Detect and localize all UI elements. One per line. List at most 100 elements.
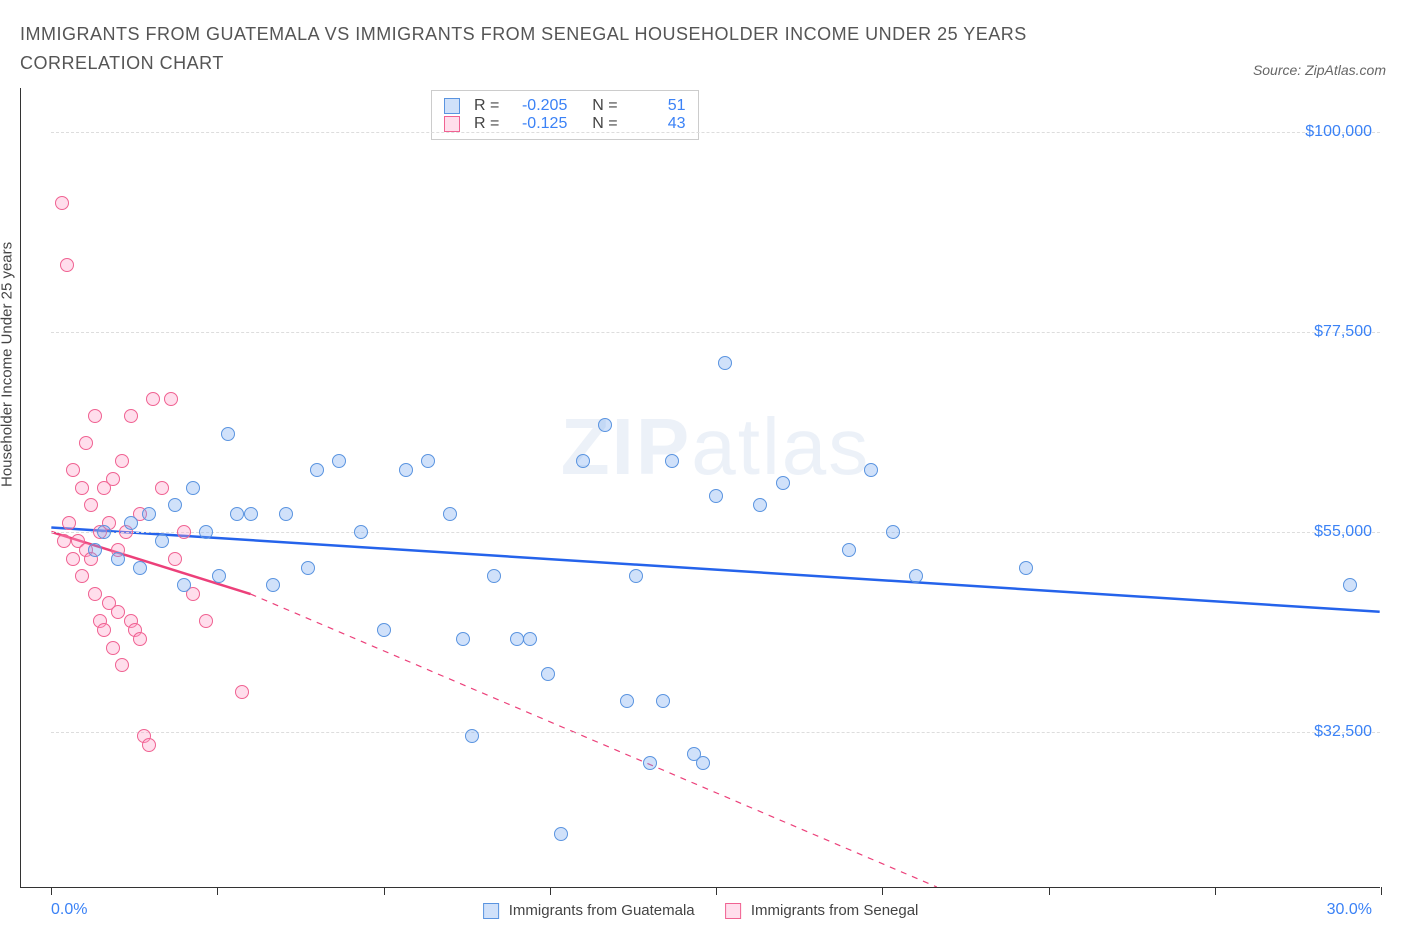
y-tick-label: $77,500 bbox=[1314, 323, 1372, 341]
n-value-senegal: 43 bbox=[626, 115, 686, 133]
r-value-senegal: -0.125 bbox=[507, 115, 567, 133]
data-point-senegal bbox=[235, 685, 249, 699]
gridline bbox=[51, 532, 1380, 533]
data-point-senegal bbox=[55, 196, 69, 210]
data-point-guatemala bbox=[133, 561, 147, 575]
data-point-guatemala bbox=[399, 463, 413, 477]
data-point-guatemala bbox=[696, 756, 710, 770]
r-value-guatemala: -0.205 bbox=[507, 97, 567, 115]
x-tick bbox=[51, 887, 52, 895]
data-point-guatemala bbox=[1019, 561, 1033, 575]
data-point-guatemala bbox=[168, 498, 182, 512]
data-point-guatemala bbox=[443, 507, 457, 521]
data-point-senegal bbox=[155, 481, 169, 495]
data-point-senegal bbox=[115, 454, 129, 468]
data-point-guatemala bbox=[576, 454, 590, 468]
data-point-senegal bbox=[142, 738, 156, 752]
data-point-guatemala bbox=[177, 578, 191, 592]
data-point-guatemala bbox=[230, 507, 244, 521]
data-point-guatemala bbox=[842, 543, 856, 557]
gridline bbox=[51, 132, 1380, 133]
stats-row-senegal: R = -0.125 N = 43 bbox=[444, 115, 686, 133]
data-point-guatemala bbox=[377, 623, 391, 637]
data-point-senegal bbox=[66, 463, 80, 477]
y-tick-label: $32,500 bbox=[1314, 723, 1372, 741]
data-point-guatemala bbox=[244, 507, 258, 521]
legend-item-senegal: Immigrants from Senegal bbox=[725, 902, 919, 919]
x-tick bbox=[217, 887, 218, 895]
y-axis-title: Householder Income Under 25 years bbox=[0, 242, 16, 487]
gridline bbox=[51, 732, 1380, 733]
gridline bbox=[51, 332, 1380, 333]
x-tick bbox=[384, 887, 385, 895]
data-point-guatemala bbox=[510, 632, 524, 646]
data-point-guatemala bbox=[523, 632, 537, 646]
data-point-senegal bbox=[57, 534, 71, 548]
data-point-senegal bbox=[199, 614, 213, 628]
chart-title: IMMIGRANTS FROM GUATEMALA VS IMMIGRANTS … bbox=[20, 20, 1120, 78]
data-point-guatemala bbox=[598, 418, 612, 432]
data-point-guatemala bbox=[88, 543, 102, 557]
data-point-guatemala bbox=[629, 569, 643, 583]
data-point-guatemala bbox=[111, 552, 125, 566]
swatch-guatemala bbox=[444, 98, 460, 114]
r-label: R = bbox=[474, 97, 499, 115]
source-label: Source: ZipAtlas.com bbox=[1253, 62, 1386, 78]
data-point-guatemala bbox=[310, 463, 324, 477]
data-point-guatemala bbox=[864, 463, 878, 477]
chart-area: Householder Income Under 25 years ZIPatl… bbox=[20, 88, 1380, 888]
data-point-senegal bbox=[75, 481, 89, 495]
data-point-guatemala bbox=[124, 516, 138, 530]
data-point-guatemala bbox=[709, 489, 723, 503]
n-label: N = bbox=[592, 97, 617, 115]
data-point-guatemala bbox=[97, 525, 111, 539]
data-point-senegal bbox=[133, 632, 147, 646]
data-point-guatemala bbox=[620, 694, 634, 708]
data-point-guatemala bbox=[212, 569, 226, 583]
x-tick bbox=[1381, 887, 1382, 895]
data-point-guatemala bbox=[541, 667, 555, 681]
data-point-guatemala bbox=[421, 454, 435, 468]
swatch-guatemala-icon bbox=[483, 903, 499, 919]
x-axis-max-label: 30.0% bbox=[1327, 901, 1372, 919]
swatch-senegal bbox=[444, 116, 460, 132]
data-point-guatemala bbox=[1343, 578, 1357, 592]
data-point-senegal bbox=[88, 587, 102, 601]
data-point-senegal bbox=[84, 498, 98, 512]
data-point-guatemala bbox=[199, 525, 213, 539]
data-point-guatemala bbox=[155, 534, 169, 548]
data-point-guatemala bbox=[266, 578, 280, 592]
data-point-guatemala bbox=[142, 507, 156, 521]
data-point-guatemala bbox=[332, 454, 346, 468]
legend-label-guatemala: Immigrants from Guatemala bbox=[509, 902, 695, 919]
bottom-legend: Immigrants from Guatemala Immigrants fro… bbox=[483, 902, 919, 919]
data-point-senegal bbox=[168, 552, 182, 566]
data-point-guatemala bbox=[753, 498, 767, 512]
watermark: ZIPatlas bbox=[561, 401, 870, 493]
y-tick-label: $100,000 bbox=[1305, 123, 1372, 141]
n-label: N = bbox=[592, 115, 617, 133]
data-point-guatemala bbox=[456, 632, 470, 646]
data-point-guatemala bbox=[186, 481, 200, 495]
y-tick-label: $55,000 bbox=[1314, 523, 1372, 541]
data-point-senegal bbox=[115, 658, 129, 672]
data-point-guatemala bbox=[554, 827, 568, 841]
r-label: R = bbox=[474, 115, 499, 133]
x-axis-min-label: 0.0% bbox=[51, 901, 87, 919]
n-value-guatemala: 51 bbox=[626, 97, 686, 115]
data-point-senegal bbox=[146, 392, 160, 406]
data-point-guatemala bbox=[487, 569, 501, 583]
plot-area: ZIPatlas R = -0.205 N = 51 R = -0.125 bbox=[51, 88, 1380, 887]
x-tick bbox=[1049, 887, 1050, 895]
legend-item-guatemala: Immigrants from Guatemala bbox=[483, 902, 695, 919]
data-point-senegal bbox=[111, 605, 125, 619]
data-point-senegal bbox=[164, 392, 178, 406]
data-point-guatemala bbox=[886, 525, 900, 539]
data-point-senegal bbox=[88, 409, 102, 423]
x-tick bbox=[1215, 887, 1216, 895]
data-point-senegal bbox=[75, 569, 89, 583]
data-point-senegal bbox=[124, 409, 138, 423]
data-point-senegal bbox=[79, 436, 93, 450]
x-tick bbox=[550, 887, 551, 895]
data-point-senegal bbox=[106, 472, 120, 486]
